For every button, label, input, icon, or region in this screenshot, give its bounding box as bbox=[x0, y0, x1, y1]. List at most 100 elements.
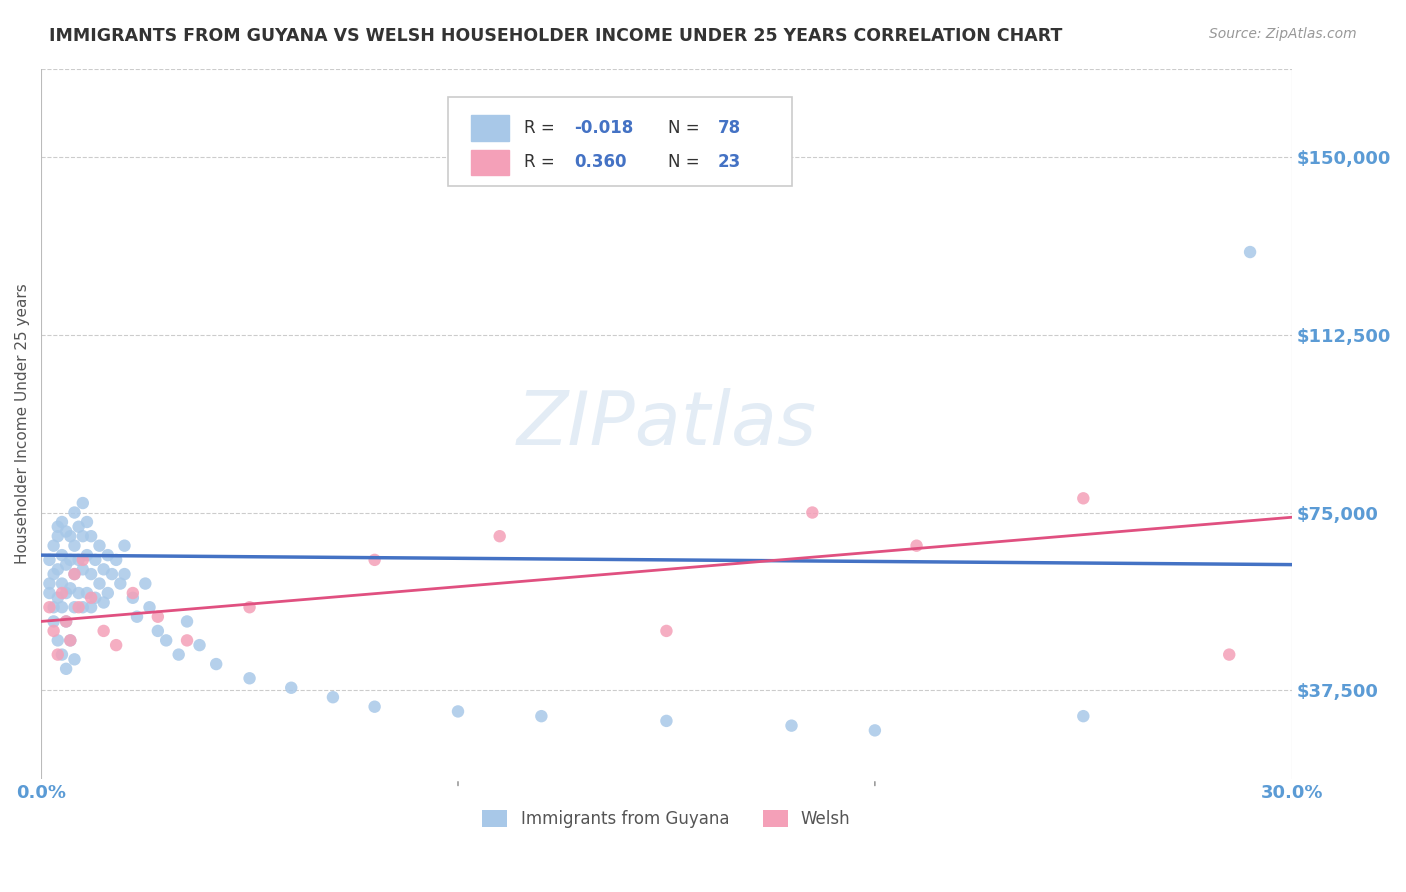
Text: N =: N = bbox=[668, 153, 704, 171]
Text: -0.018: -0.018 bbox=[574, 120, 633, 137]
Point bbox=[93, 624, 115, 638]
Point bbox=[63, 539, 86, 553]
Point bbox=[72, 529, 94, 543]
Point bbox=[76, 548, 98, 562]
Point bbox=[155, 633, 177, 648]
Point bbox=[447, 705, 470, 719]
Text: IMMIGRANTS FROM GUYANA VS WELSH HOUSEHOLDER INCOME UNDER 25 YEARS CORRELATION CH: IMMIGRANTS FROM GUYANA VS WELSH HOUSEHOL… bbox=[49, 27, 1063, 45]
Point bbox=[63, 652, 86, 666]
Point bbox=[67, 586, 90, 600]
Point bbox=[238, 671, 260, 685]
Point bbox=[72, 562, 94, 576]
Point bbox=[46, 591, 69, 605]
Point bbox=[38, 576, 60, 591]
Point bbox=[176, 615, 198, 629]
Point bbox=[63, 567, 86, 582]
Point bbox=[93, 562, 115, 576]
Point bbox=[905, 539, 928, 553]
Point bbox=[105, 553, 128, 567]
Point bbox=[146, 624, 169, 638]
Point bbox=[167, 648, 190, 662]
Point bbox=[1071, 491, 1094, 506]
Point bbox=[72, 553, 94, 567]
Point bbox=[238, 600, 260, 615]
Point bbox=[46, 633, 69, 648]
Point bbox=[42, 567, 65, 582]
Point bbox=[76, 586, 98, 600]
Point bbox=[51, 600, 73, 615]
Point bbox=[46, 520, 69, 534]
Text: R =: R = bbox=[524, 120, 560, 137]
Point bbox=[38, 586, 60, 600]
Point bbox=[80, 600, 103, 615]
Text: Source: ZipAtlas.com: Source: ZipAtlas.com bbox=[1209, 27, 1357, 41]
Point bbox=[114, 567, 136, 582]
Point bbox=[42, 600, 65, 615]
Point bbox=[176, 633, 198, 648]
Point bbox=[63, 600, 86, 615]
Point bbox=[72, 496, 94, 510]
Point bbox=[97, 586, 120, 600]
Point bbox=[55, 662, 77, 676]
Point bbox=[38, 600, 60, 615]
Point bbox=[80, 529, 103, 543]
Point bbox=[72, 600, 94, 615]
Point bbox=[205, 657, 228, 671]
Point bbox=[93, 595, 115, 609]
Point bbox=[59, 529, 82, 543]
Point bbox=[42, 615, 65, 629]
FancyBboxPatch shape bbox=[447, 97, 792, 186]
Text: 0.360: 0.360 bbox=[574, 153, 627, 171]
Point bbox=[59, 633, 82, 648]
Point bbox=[51, 648, 73, 662]
Point bbox=[101, 567, 124, 582]
Legend: Immigrants from Guyana, Welsh: Immigrants from Guyana, Welsh bbox=[475, 803, 858, 835]
Point bbox=[51, 576, 73, 591]
Point bbox=[80, 591, 103, 605]
Point bbox=[67, 553, 90, 567]
Point bbox=[114, 539, 136, 553]
Point bbox=[89, 576, 111, 591]
Point bbox=[121, 591, 143, 605]
Point bbox=[655, 624, 678, 638]
Point bbox=[38, 553, 60, 567]
Text: ZIPatlas: ZIPatlas bbox=[516, 388, 817, 459]
Point bbox=[146, 609, 169, 624]
Text: 78: 78 bbox=[717, 120, 741, 137]
Point bbox=[63, 567, 86, 582]
Bar bbox=[471, 150, 509, 175]
Point bbox=[188, 638, 211, 652]
Point bbox=[530, 709, 553, 723]
Point bbox=[46, 529, 69, 543]
Point bbox=[280, 681, 302, 695]
Text: R =: R = bbox=[524, 153, 560, 171]
Point bbox=[67, 520, 90, 534]
Text: N =: N = bbox=[668, 120, 704, 137]
Point bbox=[363, 553, 385, 567]
Point bbox=[42, 539, 65, 553]
Point bbox=[1239, 245, 1261, 260]
Point bbox=[84, 553, 107, 567]
Point bbox=[322, 690, 344, 705]
Point bbox=[134, 576, 156, 591]
Point bbox=[80, 567, 103, 582]
Bar bbox=[471, 115, 509, 141]
Point bbox=[121, 586, 143, 600]
Point bbox=[110, 576, 132, 591]
Point bbox=[59, 633, 82, 648]
Point bbox=[801, 506, 824, 520]
Point bbox=[89, 539, 111, 553]
Point bbox=[1071, 709, 1094, 723]
Point bbox=[51, 548, 73, 562]
Point bbox=[55, 524, 77, 539]
Point bbox=[1218, 648, 1240, 662]
Text: 23: 23 bbox=[717, 153, 741, 171]
Point bbox=[105, 638, 128, 652]
Point bbox=[42, 624, 65, 638]
Point bbox=[59, 553, 82, 567]
Point bbox=[63, 506, 86, 520]
Point bbox=[67, 600, 90, 615]
Point bbox=[46, 562, 69, 576]
Y-axis label: Householder Income Under 25 years: Householder Income Under 25 years bbox=[15, 284, 30, 564]
Point bbox=[55, 586, 77, 600]
